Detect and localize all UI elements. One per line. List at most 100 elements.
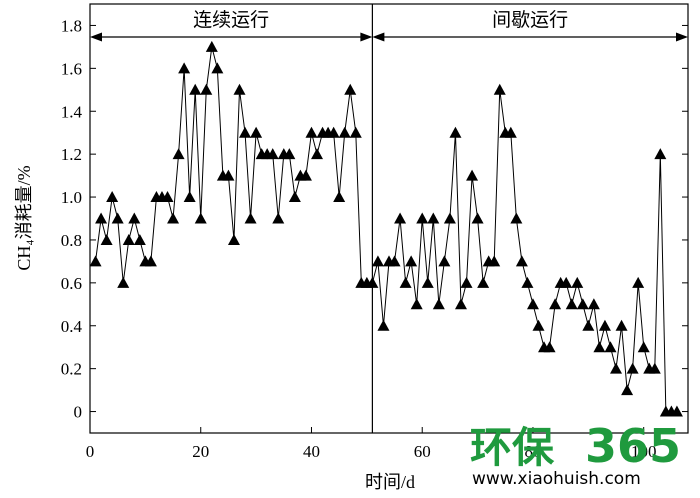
data-point-marker bbox=[227, 233, 240, 245]
data-point-marker bbox=[432, 298, 445, 310]
y-tick-label: 0.6 bbox=[61, 274, 82, 293]
data-point-marker bbox=[183, 191, 196, 203]
data-point-marker bbox=[560, 276, 573, 288]
y-tick-label: 0 bbox=[74, 403, 83, 422]
data-point-marker bbox=[266, 148, 279, 160]
x-tick-label: 20 bbox=[192, 442, 209, 461]
data-point-marker bbox=[610, 362, 623, 374]
data-point-marker bbox=[272, 212, 285, 224]
data-point-marker bbox=[632, 276, 645, 288]
data-point-marker bbox=[338, 126, 351, 138]
data-point-marker bbox=[388, 255, 401, 267]
data-point-marker bbox=[454, 298, 467, 310]
phase-arrowhead bbox=[676, 32, 688, 42]
data-point-marker bbox=[670, 405, 683, 417]
data-point-marker bbox=[637, 341, 650, 353]
data-point-marker bbox=[205, 40, 218, 52]
data-point-marker bbox=[405, 255, 418, 267]
data-point-marker bbox=[189, 83, 202, 95]
data-point-marker bbox=[416, 212, 429, 224]
data-point-marker bbox=[626, 362, 639, 374]
data-point-marker bbox=[521, 276, 534, 288]
data-point-marker bbox=[211, 62, 224, 74]
data-point-marker bbox=[443, 212, 456, 224]
data-point-marker bbox=[106, 191, 119, 203]
data-point-marker bbox=[233, 83, 246, 95]
data-point-marker bbox=[167, 212, 180, 224]
data-point-marker bbox=[648, 362, 661, 374]
y-tick-label: 1.8 bbox=[61, 16, 82, 35]
y-tick-label: 1.6 bbox=[61, 59, 82, 78]
data-point-marker bbox=[421, 276, 434, 288]
watermark-brand-cn: 环保 bbox=[470, 423, 555, 472]
watermark-url: www.xiaohuish.com bbox=[472, 469, 641, 489]
data-point-marker bbox=[161, 191, 174, 203]
data-point-marker bbox=[488, 255, 501, 267]
data-point-marker bbox=[427, 212, 440, 224]
data-point-marker bbox=[288, 191, 301, 203]
data-point-marker bbox=[366, 276, 379, 288]
data-point-marker bbox=[399, 276, 412, 288]
y-tick-label: 1.0 bbox=[61, 188, 82, 207]
x-axis-label: 时间/d bbox=[365, 472, 415, 492]
data-point-marker bbox=[598, 319, 611, 331]
data-point-marker bbox=[460, 276, 473, 288]
data-point-marker bbox=[615, 319, 628, 331]
data-point-marker bbox=[504, 126, 517, 138]
data-point-marker bbox=[95, 212, 108, 224]
data-point-marker bbox=[100, 233, 113, 245]
data-point-marker bbox=[200, 83, 213, 95]
data-point-marker bbox=[172, 148, 185, 160]
data-point-marker bbox=[582, 319, 595, 331]
data-point-marker bbox=[333, 191, 346, 203]
data-point-marker bbox=[654, 148, 667, 160]
data-point-marker bbox=[604, 341, 617, 353]
y-axis: 0 0.2 0.4 0.6 0.8 1.0 1.2 1.4 1.6 1.8 bbox=[61, 16, 688, 422]
data-point-marker bbox=[410, 298, 423, 310]
data-point-marker bbox=[377, 319, 390, 331]
x-tick-label: 40 bbox=[303, 442, 320, 461]
x-tick-label: 0 bbox=[86, 442, 95, 461]
data-point-marker bbox=[526, 298, 539, 310]
y-tick-label: 0.4 bbox=[61, 317, 83, 336]
x-axis: 0 20 40 60 80 100 bbox=[86, 427, 656, 461]
phase-arrowhead bbox=[90, 32, 102, 42]
data-point-marker bbox=[515, 255, 528, 267]
data-point-marker bbox=[89, 255, 102, 267]
data-point-marker bbox=[128, 212, 141, 224]
phase-arrowhead bbox=[360, 32, 373, 42]
y-tick-label: 1.4 bbox=[61, 102, 83, 121]
data-point-marker bbox=[117, 276, 130, 288]
data-point-marker bbox=[371, 255, 384, 267]
data-point-marker bbox=[194, 212, 207, 224]
phase-label-continuous: 连续运行 bbox=[193, 9, 269, 31]
data-point-marker bbox=[394, 212, 407, 224]
data-point-marker bbox=[244, 212, 257, 224]
data-point-marker bbox=[349, 126, 362, 138]
data-point-marker bbox=[311, 148, 324, 160]
data-point-marker bbox=[576, 298, 589, 310]
data-point-marker bbox=[299, 169, 312, 181]
series-ch4 bbox=[89, 40, 683, 417]
data-point-marker bbox=[111, 212, 124, 224]
data-point-marker bbox=[543, 341, 556, 353]
data-point-marker bbox=[305, 126, 318, 138]
data-point-marker bbox=[532, 319, 545, 331]
data-point-marker bbox=[510, 212, 523, 224]
data-point-marker bbox=[587, 298, 600, 310]
data-point-marker bbox=[593, 341, 606, 353]
data-point-marker bbox=[565, 298, 578, 310]
watermark-brand-number: 365 bbox=[585, 419, 681, 473]
data-point-marker bbox=[344, 83, 357, 95]
data-point-marker bbox=[250, 126, 263, 138]
data-point-marker bbox=[133, 233, 146, 245]
data-point-marker bbox=[239, 126, 252, 138]
x-tick-label: 60 bbox=[414, 442, 431, 461]
data-point-marker bbox=[549, 298, 562, 310]
data-point-marker bbox=[283, 148, 296, 160]
data-point-marker bbox=[178, 62, 191, 74]
watermark: 环保 365 www.xiaohuish.com bbox=[470, 419, 681, 489]
data-point-marker bbox=[449, 126, 462, 138]
series-line bbox=[95, 46, 677, 413]
